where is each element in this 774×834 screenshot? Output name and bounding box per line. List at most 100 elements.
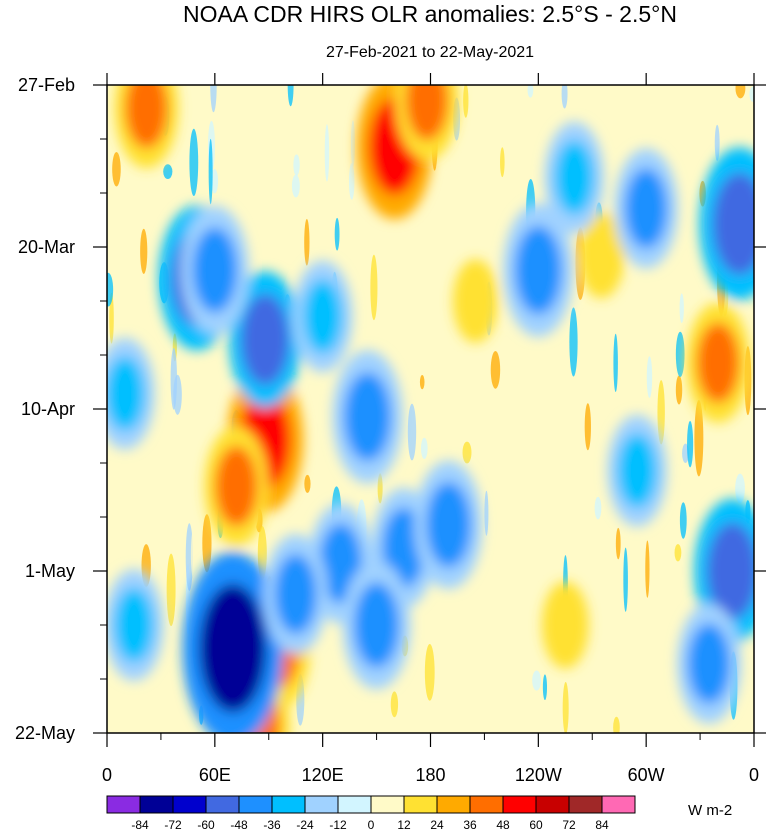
colorbar-label: -12 (329, 818, 347, 832)
texture-streak (646, 356, 653, 398)
anomaly-feature (460, 273, 491, 329)
x-tick-label: 60W (628, 765, 665, 785)
texture-streak (109, 292, 114, 344)
texture-streak (584, 403, 591, 451)
texture-streak (490, 350, 501, 389)
texture-streak (444, 347, 453, 369)
x-tick-label: 60E (199, 765, 231, 785)
colorbar-label: -60 (197, 818, 215, 832)
texture-streak (569, 307, 578, 377)
texture-streak (166, 553, 176, 626)
texture-streak (189, 128, 199, 196)
texture-streak (613, 716, 620, 733)
texture-streak (527, 85, 534, 98)
texture-streak (257, 526, 267, 581)
anomaly-feature (215, 446, 258, 527)
texture-streak (154, 442, 161, 510)
texture-streak (675, 331, 685, 378)
y-tick-label: 27-Feb (18, 75, 75, 95)
colorbar-label: -72 (164, 818, 182, 832)
y-tick-label: 22-May (15, 723, 75, 743)
colorbar-label: -84 (131, 818, 149, 832)
texture-streak (107, 272, 114, 307)
texture-streak (420, 437, 428, 460)
texture-streak (735, 85, 746, 99)
x-tick-label: 120E (302, 765, 344, 785)
plot-area (107, 85, 754, 733)
chart-title: NOAA CDR HIRS OLR anomalies: 2.5°S - 2.5… (183, 1, 677, 27)
colorbar-swatch (436, 795, 471, 814)
colorbar-swatch (271, 795, 306, 814)
texture-streak (350, 120, 355, 167)
chart-subtitle: 27-Feb-2021 to 22-May-2021 (326, 44, 534, 61)
texture-streak (424, 643, 435, 701)
colorbar-swatch (205, 795, 240, 814)
colorbar-label: 72 (562, 818, 576, 832)
texture-streak (208, 138, 213, 205)
texture-streak (462, 441, 472, 464)
texture-streak (210, 85, 217, 113)
texture-streak (377, 473, 383, 504)
texture-streak (675, 375, 683, 405)
anomaly-feature (199, 583, 267, 713)
colorbar-label: 36 (463, 818, 477, 832)
colorbar-swatch (304, 795, 339, 814)
texture-streak (324, 124, 330, 182)
texture-streak (694, 400, 704, 477)
texture-streak (532, 670, 541, 691)
texture-streak (562, 681, 569, 733)
texture-streak (623, 547, 628, 612)
texture-streak (594, 496, 602, 520)
anomaly-feature (707, 522, 754, 620)
colorbar-swatch (502, 795, 537, 814)
anomaly-feature (274, 554, 317, 635)
texture-streak (481, 547, 487, 623)
texture-streak (185, 523, 193, 591)
colorbar: -84 -72 -60 -48 -36 -24 -12 0 12 24 36 48 60 72 84 (106, 795, 636, 832)
texture-streak (463, 85, 469, 118)
anomaly-feature (696, 322, 740, 403)
texture-streak (334, 217, 340, 251)
texture-streak (370, 254, 378, 321)
texture-streak (674, 544, 682, 562)
anomaly-features (107, 85, 754, 733)
texture-streak (419, 375, 425, 390)
anomaly-feature (241, 294, 290, 386)
texture-streak (325, 443, 334, 479)
anomaly-feature (353, 582, 400, 668)
texture-streak (749, 86, 754, 102)
colorbar-swatch (601, 795, 636, 814)
texture-streak (348, 163, 355, 200)
anomaly-feature (114, 587, 154, 663)
anomaly-feature (107, 356, 145, 431)
colorbar-swatch (535, 795, 570, 814)
texture-streak (211, 168, 219, 194)
anomaly-feature (549, 596, 581, 654)
texture-streak (735, 473, 745, 504)
texture-streak (287, 85, 294, 107)
texture-streak (653, 546, 658, 597)
texture-streak (657, 380, 665, 445)
y-tick-label: 10-Apr (21, 399, 75, 419)
texture-streak (679, 293, 684, 324)
texture-streak (218, 85, 224, 155)
colorbar-label: 24 (430, 818, 444, 832)
anomaly-feature (344, 372, 392, 462)
colorbar-label: 0 (368, 818, 375, 832)
x-tick-label: 120W (515, 765, 562, 785)
texture-streak (202, 514, 212, 573)
texture-streak (613, 333, 618, 392)
texture-streak (687, 420, 694, 468)
colorbar-swatch (568, 795, 603, 814)
texture-streak (293, 154, 300, 176)
texture-streak (170, 347, 177, 410)
colorbar-swatch (172, 795, 207, 814)
anomaly-feature (405, 85, 449, 141)
anomaly-feature (192, 227, 238, 313)
anomaly-feature (302, 279, 343, 354)
texture-streak (163, 164, 173, 180)
texture-streak (390, 691, 399, 718)
texture-streak (190, 528, 197, 580)
texture-streak (542, 674, 548, 701)
